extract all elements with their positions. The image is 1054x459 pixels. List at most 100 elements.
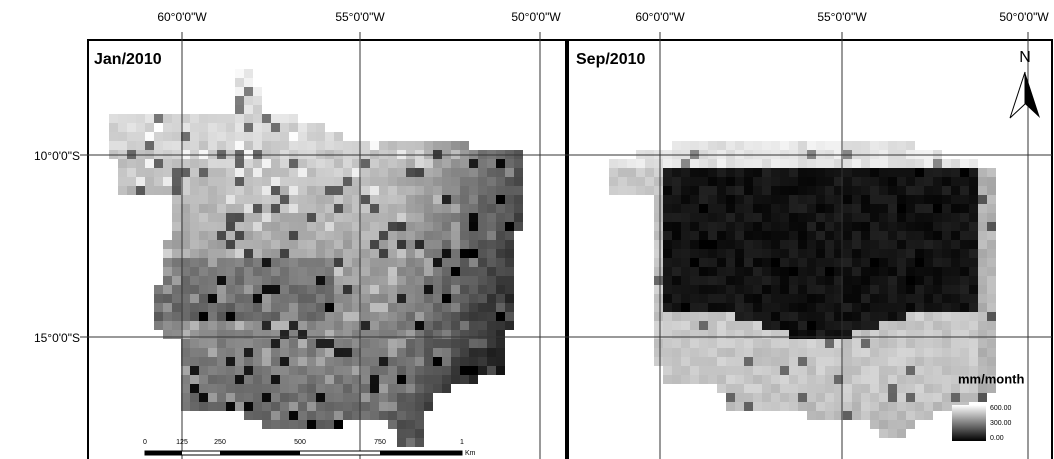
raster-cell — [415, 429, 424, 438]
raster-cell — [915, 285, 924, 294]
raster-cell — [717, 285, 726, 294]
raster-cell — [145, 168, 154, 177]
raster-cell — [609, 168, 618, 177]
raster-cell — [681, 258, 690, 267]
raster-cell — [271, 123, 280, 132]
raster-cell — [478, 366, 487, 375]
raster-cell — [915, 321, 924, 330]
raster-cell — [307, 240, 316, 249]
raster-cell — [199, 177, 208, 186]
raster-cell — [415, 195, 424, 204]
raster-cell — [379, 177, 388, 186]
raster-cell — [451, 285, 460, 294]
raster-cell — [690, 186, 699, 195]
raster-cell — [325, 132, 334, 141]
raster-cell — [654, 195, 663, 204]
raster-cell — [208, 258, 217, 267]
raster-cell — [663, 249, 672, 258]
raster-cell — [654, 321, 663, 330]
raster-cell — [843, 303, 852, 312]
raster-cell — [762, 204, 771, 213]
legend-ramp — [952, 405, 986, 441]
raster-cell — [343, 411, 352, 420]
raster-cell — [816, 411, 825, 420]
raster-cell — [879, 258, 888, 267]
raster-cell — [915, 177, 924, 186]
raster-cell — [289, 168, 298, 177]
raster-cell — [708, 312, 717, 321]
raster-cell — [208, 294, 217, 303]
raster-cell — [289, 357, 298, 366]
raster-cell — [433, 231, 442, 240]
raster-cell — [933, 384, 942, 393]
raster-cell — [343, 366, 352, 375]
raster-cell — [199, 114, 208, 123]
raster-cell — [361, 375, 370, 384]
raster-cell — [906, 267, 915, 276]
raster-cell — [852, 267, 861, 276]
north-arrow: N — [1010, 49, 1040, 118]
raster-cell — [415, 411, 424, 420]
raster-cell — [361, 168, 370, 177]
raster-cell — [415, 420, 424, 429]
raster-cell — [987, 186, 996, 195]
raster-cell — [852, 249, 861, 258]
raster-cell — [771, 249, 780, 258]
raster-cell — [262, 258, 271, 267]
raster-cell — [442, 168, 451, 177]
raster-cell — [469, 195, 478, 204]
raster-cell — [798, 141, 807, 150]
raster-cell — [496, 177, 505, 186]
raster-cell — [280, 420, 289, 429]
raster-cell — [226, 276, 235, 285]
raster-cell — [271, 240, 280, 249]
raster-cell — [199, 213, 208, 222]
raster-cell — [298, 366, 307, 375]
raster-cell — [154, 303, 163, 312]
raster-cell — [208, 321, 217, 330]
raster-cell — [798, 186, 807, 195]
raster-cell — [433, 384, 442, 393]
raster-cell — [271, 249, 280, 258]
raster-cell — [226, 303, 235, 312]
raster-cell — [888, 303, 897, 312]
raster-cell — [496, 348, 505, 357]
raster-cell — [172, 303, 181, 312]
raster-cell — [969, 168, 978, 177]
raster-cell — [118, 114, 127, 123]
raster-cell — [127, 132, 136, 141]
raster-cell — [379, 204, 388, 213]
raster-cell — [496, 186, 505, 195]
raster-cell — [672, 195, 681, 204]
raster-cell — [388, 186, 397, 195]
raster-cell — [924, 159, 933, 168]
raster-cell — [663, 357, 672, 366]
raster-cell — [843, 213, 852, 222]
raster-cell — [843, 195, 852, 204]
raster-cell — [924, 177, 933, 186]
raster-cell — [879, 303, 888, 312]
raster-cell — [451, 195, 460, 204]
raster-cell — [280, 258, 289, 267]
raster-cell — [870, 321, 879, 330]
raster-cell — [735, 366, 744, 375]
raster-cell — [208, 204, 217, 213]
raster-cell — [942, 186, 951, 195]
raster-cell — [951, 231, 960, 240]
raster-cell — [163, 294, 172, 303]
raster-cell — [816, 384, 825, 393]
raster-cell — [717, 330, 726, 339]
raster-cell — [271, 312, 280, 321]
raster-cell — [789, 258, 798, 267]
raster-cell — [280, 276, 289, 285]
raster-cell — [334, 159, 343, 168]
raster-cell — [717, 231, 726, 240]
raster-cell — [172, 123, 181, 132]
raster-cell — [816, 276, 825, 285]
raster-cell — [807, 366, 816, 375]
raster-cell — [951, 357, 960, 366]
raster-cell — [681, 312, 690, 321]
raster-cell — [816, 240, 825, 249]
raster-cell — [379, 258, 388, 267]
raster-cell — [244, 393, 253, 402]
